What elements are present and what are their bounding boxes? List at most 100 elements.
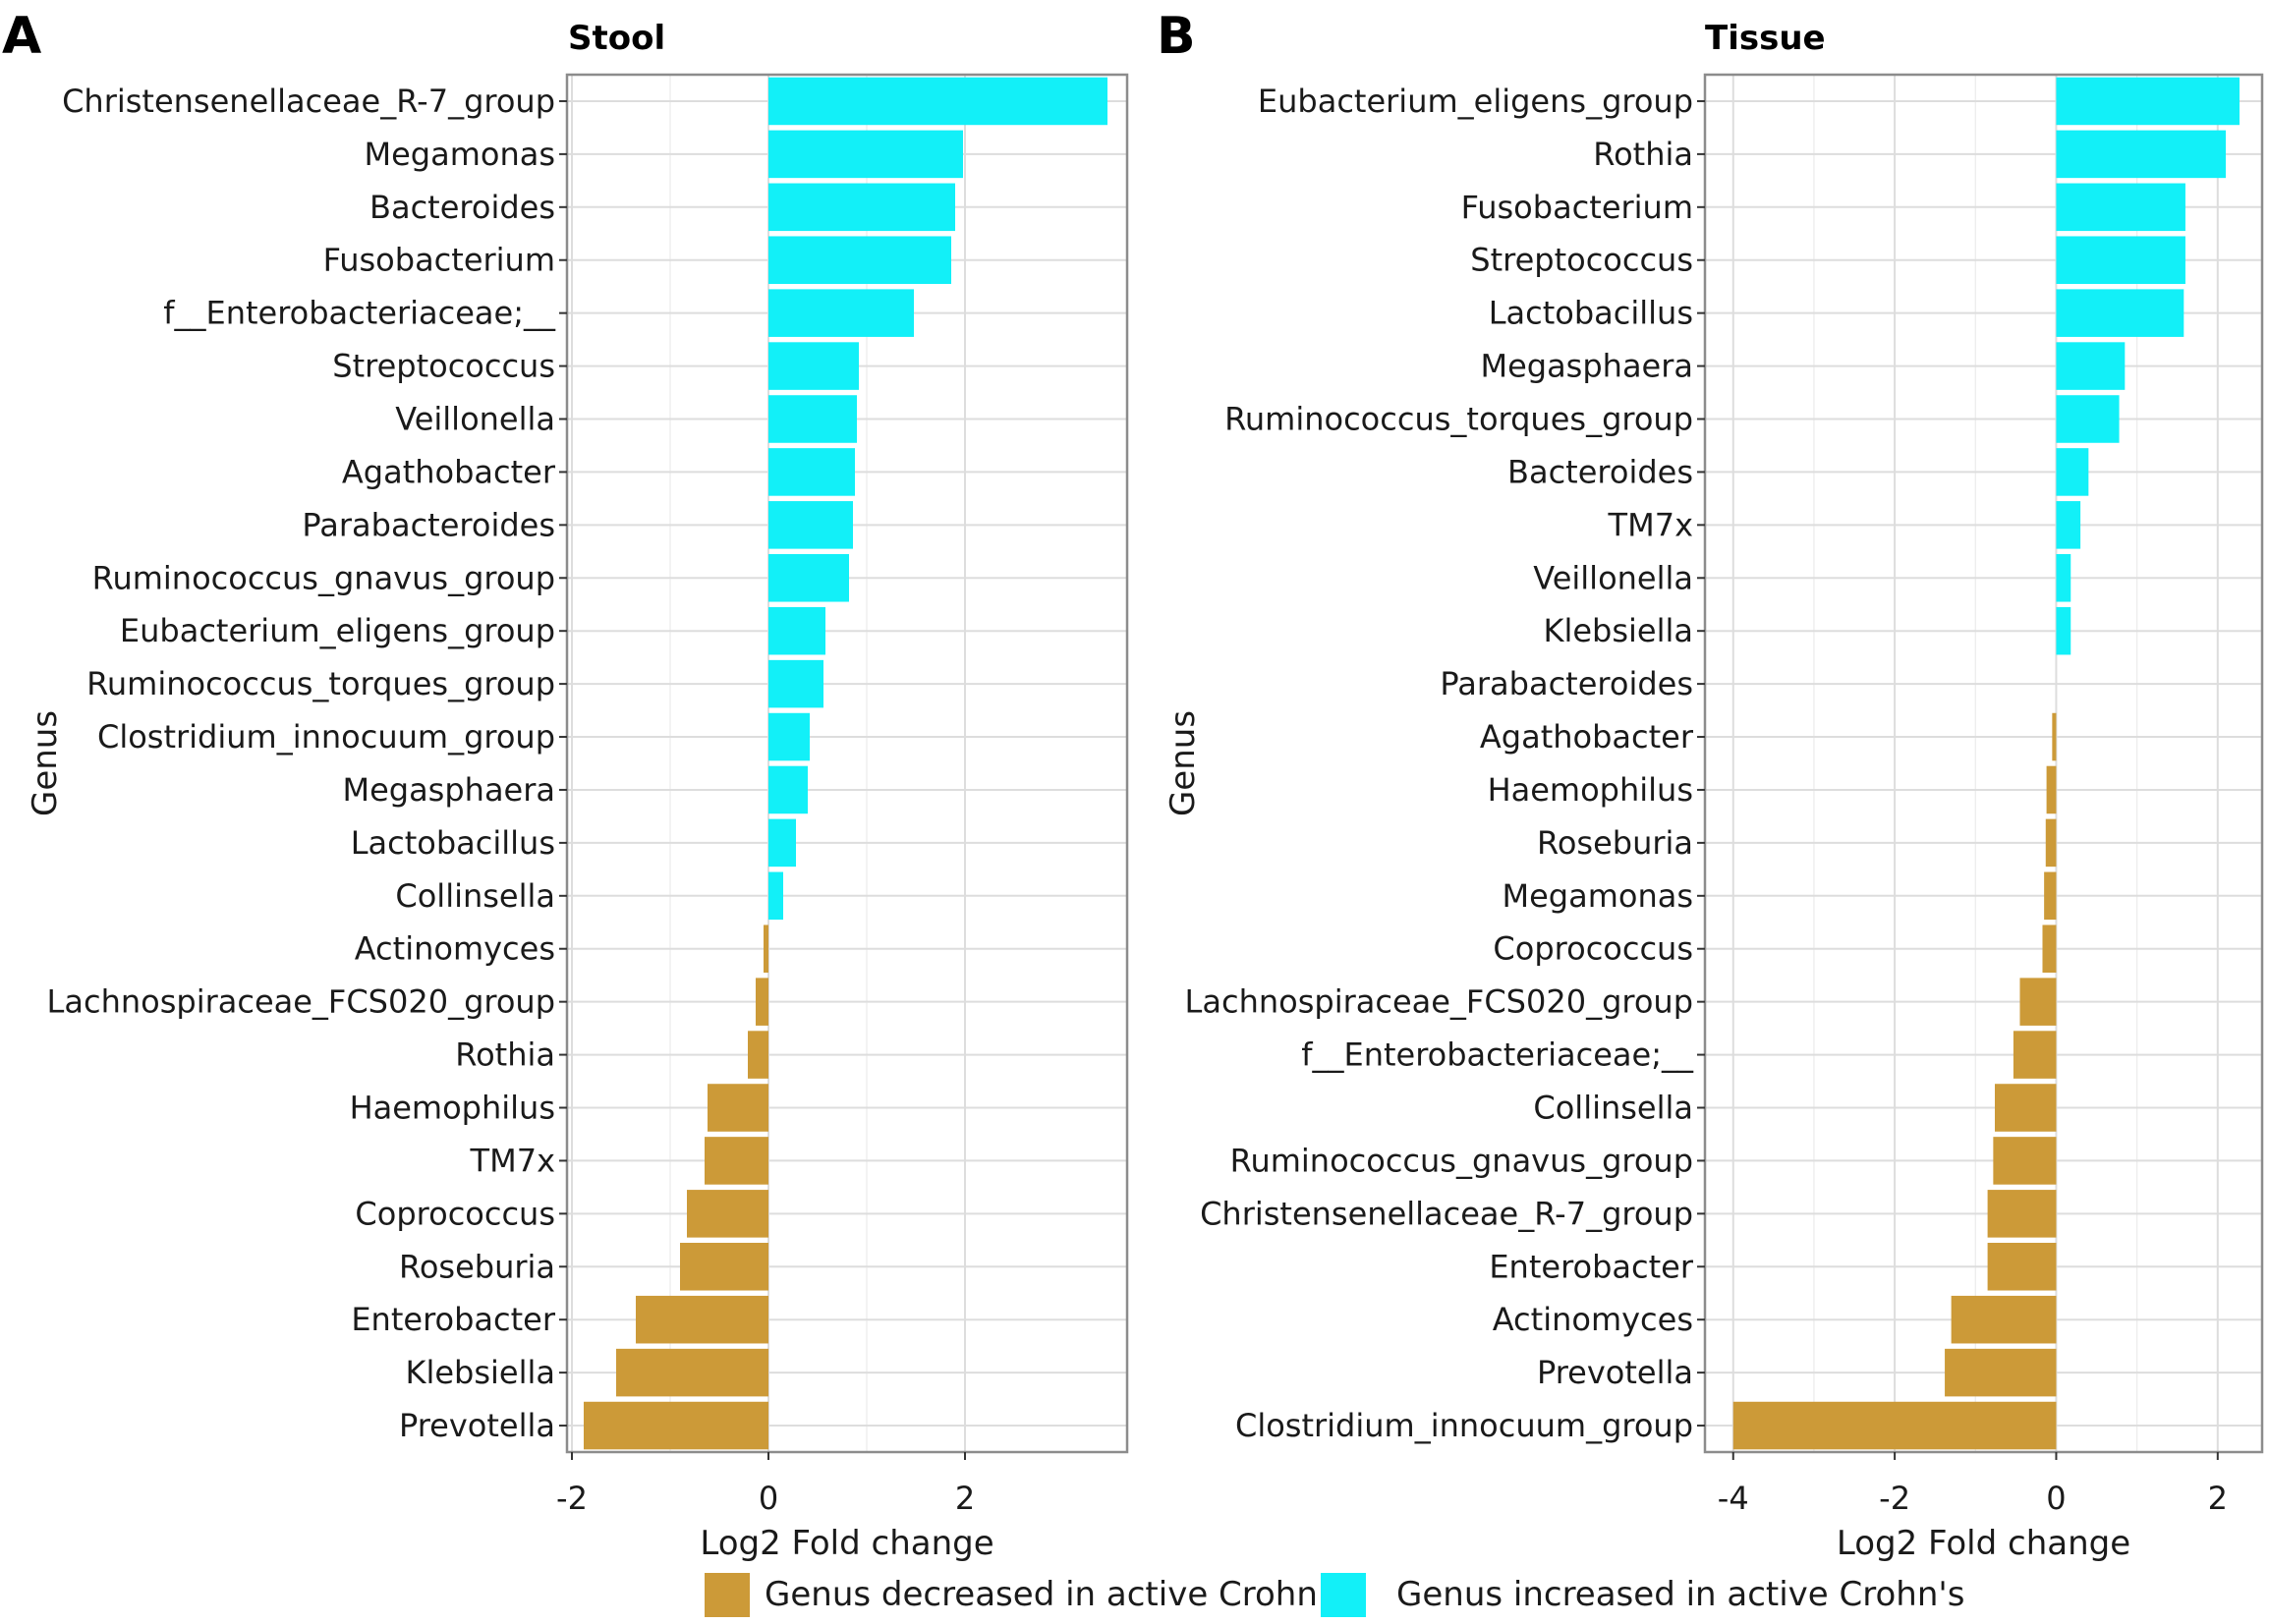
bar [768, 606, 825, 655]
category-label: Megasphaera [1480, 348, 1693, 385]
category-label: f__Enterobacteriaceae;__ [163, 295, 556, 332]
category-label: Roseburia [399, 1248, 555, 1285]
bar [2056, 289, 2184, 337]
category-label: Bacteroides [1507, 453, 1693, 490]
bar [680, 1243, 768, 1291]
plot-frame [565, 73, 1129, 1454]
legend-label-decreased: Genus decreased in active Crohn's [765, 1575, 1344, 1614]
bar [768, 77, 1107, 126]
bar [2042, 924, 2057, 973]
category-label: Eubacterium_eligens_group [120, 612, 555, 649]
bar [768, 130, 963, 179]
bar [2056, 554, 2071, 602]
category-label: Megasphaera [342, 771, 555, 809]
bar [1993, 1137, 2057, 1185]
category-label: Ruminococcus_gnavus_group [92, 559, 555, 596]
category-label: Agathobacter [342, 453, 556, 490]
category-label: Haemophilus [350, 1090, 555, 1127]
category-label: Prevotella [399, 1407, 555, 1444]
category-label: Lachnospiraceae_FCS020_group [1185, 983, 1693, 1021]
legend-key-increased [1321, 1573, 1366, 1617]
category-label: Veillonella [1533, 559, 1693, 596]
panel-letter: A [2, 7, 41, 66]
bar [1732, 1401, 2057, 1450]
category-label: Coprococcus [355, 1195, 555, 1232]
bar [1945, 1348, 2057, 1397]
category-label: Actinomyces [355, 930, 555, 968]
bar [768, 395, 857, 443]
bar [2056, 77, 2240, 126]
legend-label-increased: Genus increased in active Crohn's [1396, 1575, 1964, 1614]
bar [1951, 1295, 2057, 1344]
bar [584, 1401, 768, 1450]
bar [768, 765, 808, 814]
panel-title: Stool [568, 19, 665, 58]
bar [616, 1348, 768, 1397]
category-label: Lactobacillus [351, 824, 555, 862]
plot-frame [1703, 73, 2264, 1454]
bar [768, 712, 810, 761]
bar [2019, 978, 2057, 1026]
bar [768, 289, 914, 337]
x-tick-label: 2 [955, 1480, 975, 1517]
bar [768, 659, 823, 708]
category-label: Streptococcus [332, 348, 555, 385]
panel-title: Tissue [1705, 19, 1826, 58]
bar [2044, 871, 2057, 921]
bar [636, 1295, 768, 1344]
category-label: Agathobacter [1480, 718, 1694, 756]
category-label: f__Enterobacteriaceae;__ [1301, 1036, 1694, 1074]
category-label: Enterobacter [1489, 1248, 1694, 1285]
bar [2052, 712, 2057, 761]
category-label: Prevotella [1537, 1354, 1693, 1391]
bar [748, 1031, 768, 1079]
bar [2056, 342, 2126, 390]
category-label: Megamonas [364, 136, 555, 173]
bar [705, 1137, 768, 1185]
x-axis-title: Log2 Fold change [700, 1524, 993, 1563]
chart-panel-a: Christensenellaceae_R-7_group Megamonas Ba… [2, 7, 1129, 1563]
category-label: Clostridium_innocuum_group [1235, 1407, 1693, 1444]
bar [768, 871, 783, 921]
x-tick-label: 0 [2046, 1480, 2066, 1517]
panel-letter: B [1157, 7, 1196, 66]
x-tick-label: -2 [556, 1480, 588, 1517]
category-label: Megamonas [1502, 877, 1693, 915]
bar [2046, 765, 2057, 814]
category-label: TM7x [470, 1142, 555, 1179]
category-label: Klebsiella [1543, 612, 1693, 649]
bar [768, 818, 796, 868]
category-label: TM7x [1608, 506, 1693, 543]
bar [768, 183, 955, 232]
category-label: Christensenellaceae_R-7_group [62, 83, 555, 120]
bar [2045, 818, 2057, 868]
category-label: Coprococcus [1493, 930, 1693, 968]
category-label: Klebsiella [405, 1354, 555, 1391]
bar [768, 554, 849, 602]
category-label: Eubacterium_eligens_group [1258, 83, 1693, 120]
y-axis-title: Genus [26, 710, 65, 816]
x-tick-label: 0 [759, 1480, 778, 1517]
bar [2056, 130, 2227, 179]
x-tick-label: -2 [1879, 1480, 1910, 1517]
category-label: Roseburia [1537, 824, 1693, 862]
bar [768, 342, 859, 390]
x-axis-title: Log2 Fold change [1837, 1524, 2130, 1563]
x-tick-label: -4 [1718, 1480, 1749, 1517]
x-tick-label: 2 [2208, 1480, 2228, 1517]
category-label: Collinsella [1533, 1090, 1693, 1127]
bar [2056, 395, 2120, 443]
category-label: Streptococcus [1470, 242, 1693, 279]
bar [764, 924, 768, 973]
bar [1995, 1084, 2057, 1132]
category-label: Enterobacter [351, 1301, 556, 1338]
category-label: Haemophilus [1488, 771, 1693, 809]
y-axis-title: Genus [1163, 710, 1203, 816]
category-label: Lachnospiraceae_FCS020_group [47, 983, 555, 1021]
category-label: Collinsella [395, 877, 555, 915]
bar [2056, 501, 2081, 549]
category-label: Christensenellaceae_R-7_group [1200, 1195, 1693, 1232]
category-label: Ruminococcus_gnavus_group [1230, 1142, 1693, 1179]
category-label: Bacteroides [369, 189, 555, 226]
